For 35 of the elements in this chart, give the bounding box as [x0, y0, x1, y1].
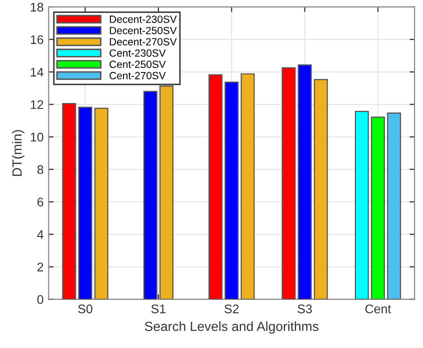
bar: [387, 112, 402, 300]
bar: [224, 82, 239, 300]
y-tick-label: 16: [30, 35, 44, 44]
bar: [62, 103, 76, 300]
x-tick-label: S2: [224, 304, 239, 314]
x-tick-label: Cent: [365, 304, 392, 314]
bar: [370, 116, 385, 300]
x-tick-label: S1: [151, 304, 166, 314]
x-tick-label: S0: [78, 304, 92, 314]
bar: [314, 79, 328, 300]
legend-label: Decent-250SV: [110, 26, 177, 34]
legend-label: Decent-270SV: [110, 38, 177, 46]
y-axis-title: DT(min): [12, 130, 24, 176]
bar: [282, 67, 296, 300]
y-tick-label: 12: [30, 100, 44, 109]
legend-label: Cent-270SV: [110, 72, 166, 80]
y-tick-label: 6: [37, 198, 44, 206]
legend-label: Decent-230SV: [110, 16, 177, 23]
x-axis-title: Search Levels and Algorithms: [144, 321, 318, 334]
legend-label: Cent-250SV: [110, 60, 166, 68]
bar: [208, 74, 222, 300]
y-tick-label: 4: [37, 230, 44, 239]
legend-label: Cent-230SV: [110, 49, 166, 57]
y-tick-label: 2: [37, 262, 44, 272]
x-tick-label: S3: [298, 304, 312, 314]
y-tick-label: 18: [30, 2, 44, 12]
bar: [298, 64, 312, 300]
bar: [94, 108, 108, 300]
bar: [354, 110, 369, 300]
y-tick-label: 0: [37, 295, 44, 304]
y-tick-label: 8: [37, 165, 44, 174]
y-tick-label: 10: [30, 132, 44, 142]
bar: [240, 73, 255, 300]
y-tick-label: 14: [30, 68, 44, 76]
bar: [78, 106, 92, 300]
